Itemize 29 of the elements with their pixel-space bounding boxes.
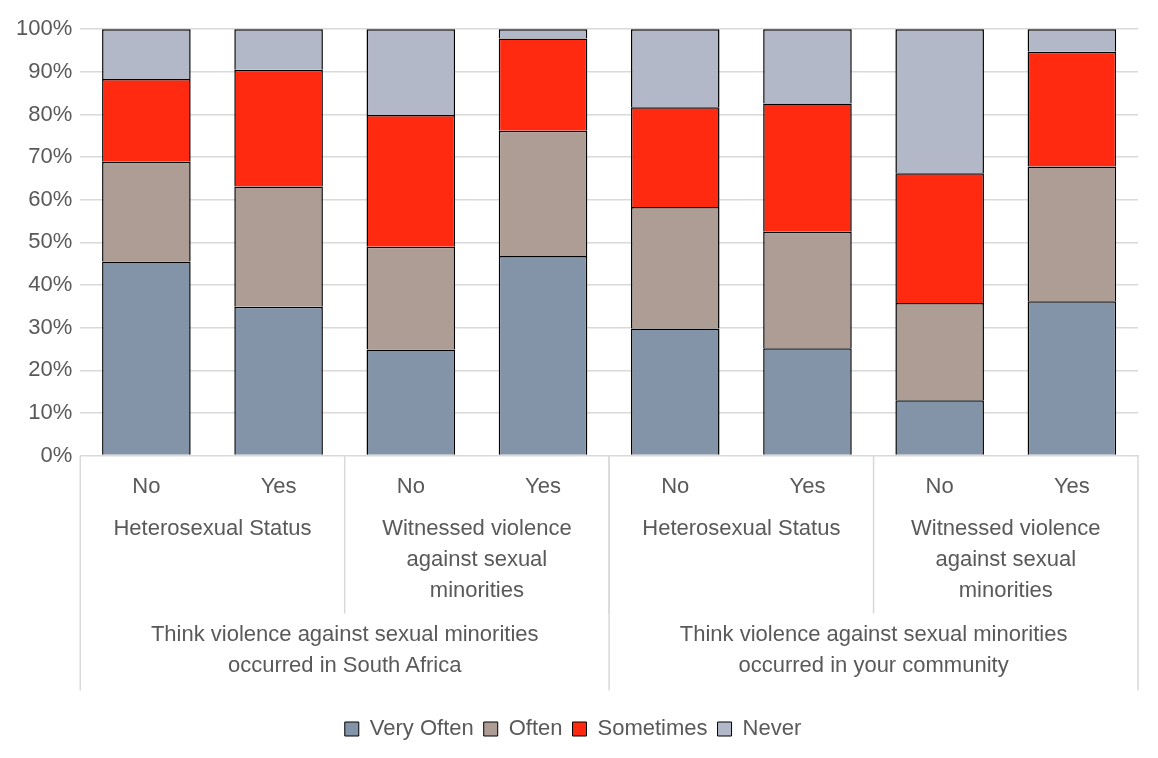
y-tick-label: 10% — [28, 399, 73, 425]
y-tick-label: 80% — [28, 100, 73, 126]
y-tick-label: 60% — [28, 185, 73, 211]
text: Think violence against sexual minorities occurred in South Africa — [150, 620, 539, 677]
legend-label: Sometimes — [597, 715, 708, 741]
y-tick-label: 50% — [28, 228, 73, 254]
x-tick-label: Yes — [260, 472, 297, 498]
x-tick-label: Yes — [1053, 472, 1090, 498]
legend-label: Never — [742, 715, 802, 741]
y-tick-label: 90% — [28, 57, 73, 83]
x-tick-label: Yes — [525, 472, 561, 498]
y-tick-label: 100% — [15, 15, 73, 41]
y-tick-label: 30% — [28, 313, 73, 339]
legend-label: Often — [508, 715, 563, 741]
y-tick-label: 20% — [28, 356, 73, 382]
x-tick-label: No — [925, 472, 954, 498]
x-tick-label: No — [396, 472, 425, 498]
text: Witnessed violence against sexual minorities — [382, 514, 572, 602]
y-tick-label: 40% — [28, 271, 73, 297]
x-tick-label: Yes — [789, 472, 826, 498]
text: Heterosexual Status — [642, 514, 841, 540]
text: Heterosexual Status — [113, 514, 312, 540]
text: Think violence against sexual minorities occurred in your community — [679, 620, 1068, 677]
text: Witnessed violence against sexual minorities — [911, 514, 1101, 602]
y-tick-label: 70% — [28, 143, 73, 169]
x-tick-label: No — [132, 472, 161, 498]
legend-label: Very Often — [369, 715, 474, 741]
y-tick-label: 0% — [40, 441, 73, 467]
x-tick-label: No — [661, 472, 690, 498]
